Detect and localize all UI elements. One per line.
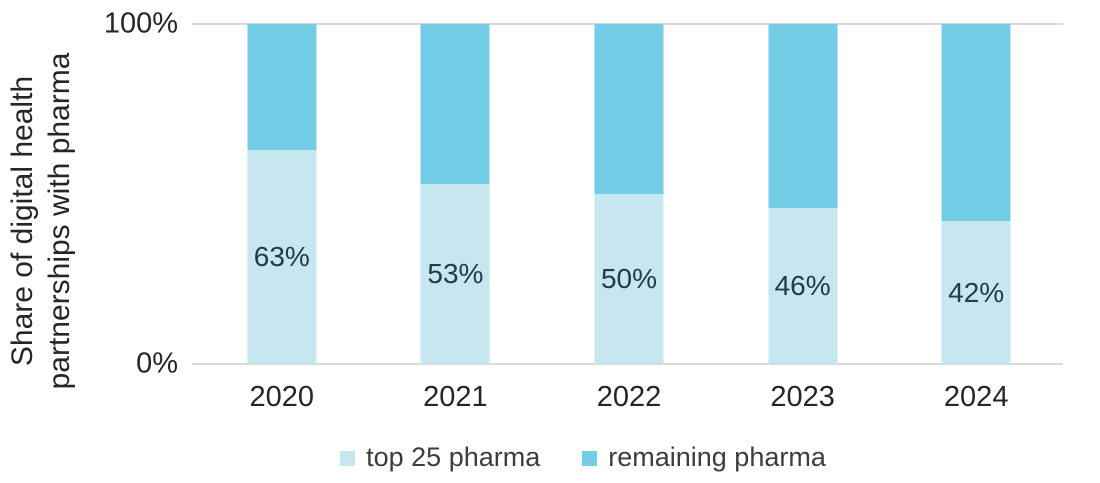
y-axis-title-line1: Share of digital health: [4, 53, 41, 390]
y-tick-0: 0%: [0, 348, 178, 381]
x-axis-label-2024: 2024: [944, 381, 1009, 414]
legend-item-remaining-pharma: remaining pharma: [582, 442, 826, 473]
legend-swatch-top-25-pharma: [340, 451, 355, 466]
legend-swatch-remaining-pharma: [582, 451, 597, 466]
bar-2022: 50%: [595, 24, 664, 364]
x-axis-label-2021: 2021: [423, 381, 488, 414]
legend-label-remaining-pharma: remaining pharma: [608, 442, 826, 473]
bar-segment-remaining-pharma-2020: [247, 24, 316, 150]
legend: top 25 pharma remaining pharma: [33, 442, 1100, 473]
legend-label-top-25-pharma: top 25 pharma: [366, 442, 540, 473]
bar-2021: 53%: [421, 24, 490, 364]
bar-value-label-2022: 50%: [601, 263, 657, 295]
y-axis-title: Share of digital health partnerships wit…: [4, 53, 78, 390]
bar-segment-remaining-pharma-2024: [942, 24, 1011, 221]
bar-2024: 42%: [942, 24, 1011, 364]
bar-segment-remaining-pharma-2021: [421, 24, 490, 184]
bar-value-label-2023: 46%: [775, 270, 831, 302]
plot-area: 63% 53% 50% 46% 42%: [195, 24, 1063, 364]
x-axis-label-2023: 2023: [770, 381, 835, 414]
y-tick-100: 100%: [0, 8, 178, 41]
stacked-bar-chart: Share of digital health partnerships wit…: [0, 0, 1100, 483]
bar-2023: 46%: [768, 24, 837, 364]
bar-value-label-2024: 42%: [948, 277, 1004, 309]
x-axis-label-2022: 2022: [597, 381, 662, 414]
legend-item-top-25-pharma: top 25 pharma: [340, 442, 540, 473]
bar-value-label-2021: 53%: [427, 258, 483, 290]
bar-segment-remaining-pharma-2022: [595, 24, 664, 194]
x-axis-labels: 2020 2021 2022 2023 2024: [195, 381, 1063, 415]
bar-2020: 63%: [247, 24, 316, 364]
bar-segment-remaining-pharma-2023: [768, 24, 837, 208]
x-axis-label-2020: 2020: [250, 381, 315, 414]
bar-value-label-2020: 63%: [254, 241, 310, 273]
y-axis-title-line2: partnerships with pharma: [41, 53, 78, 390]
